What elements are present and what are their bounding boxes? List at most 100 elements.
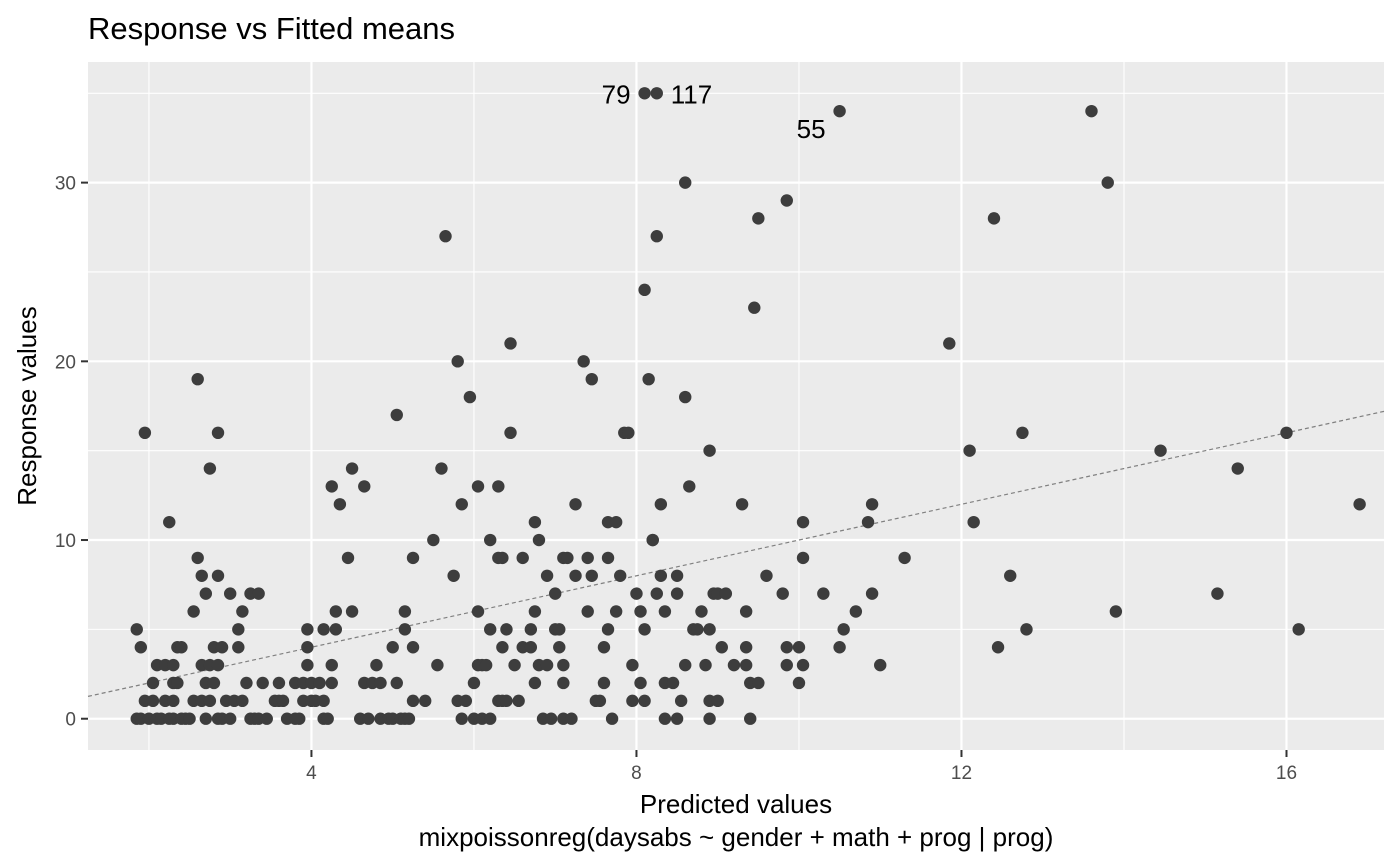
data-point xyxy=(703,444,716,457)
data-point xyxy=(524,623,538,636)
data-point xyxy=(386,641,399,654)
data-point xyxy=(317,623,330,636)
data-point xyxy=(865,498,879,511)
data-point xyxy=(581,551,594,565)
data-point xyxy=(943,337,956,350)
data-point xyxy=(325,658,338,672)
data-point xyxy=(849,605,863,618)
data-point xyxy=(504,426,517,440)
data-point xyxy=(739,641,753,654)
x-tick-label: 8 xyxy=(631,763,642,784)
data-point xyxy=(362,712,375,725)
data-point xyxy=(666,676,680,690)
data-point xyxy=(1109,605,1123,618)
data-point xyxy=(528,676,542,690)
data-point xyxy=(301,641,314,654)
data-point xyxy=(577,355,590,368)
data-point xyxy=(496,551,509,565)
data-point xyxy=(874,658,887,672)
data-point xyxy=(508,658,521,672)
data-point xyxy=(609,515,623,529)
data-point xyxy=(471,480,485,493)
data-point xyxy=(792,641,806,654)
data-point xyxy=(642,372,655,386)
data-point xyxy=(752,676,765,690)
data-point xyxy=(207,676,221,690)
data-point xyxy=(614,569,627,582)
data-point xyxy=(987,212,1001,225)
data-point xyxy=(991,641,1005,654)
data-point xyxy=(735,498,749,511)
data-point xyxy=(703,623,716,636)
data-point xyxy=(658,605,672,618)
data-point xyxy=(240,676,253,690)
data-point xyxy=(638,623,651,636)
point-annotations: 79 117 55 xyxy=(602,79,826,144)
data-point xyxy=(447,569,460,582)
data-point xyxy=(215,641,229,654)
data-point xyxy=(898,551,911,565)
data-point xyxy=(744,712,757,725)
data-point xyxy=(601,551,615,565)
data-point xyxy=(398,605,412,618)
data-point xyxy=(463,390,477,404)
data-point xyxy=(776,587,789,600)
grid-major xyxy=(88,62,1384,750)
data-point xyxy=(963,444,976,457)
data-point xyxy=(540,658,554,672)
data-point xyxy=(500,623,513,636)
data-point xyxy=(232,641,245,654)
data-point xyxy=(146,694,160,708)
data-point xyxy=(236,605,249,618)
data-point xyxy=(175,641,188,654)
data-point xyxy=(1020,623,1033,636)
data-point xyxy=(561,551,574,565)
data-point xyxy=(484,533,497,547)
data-point xyxy=(256,676,269,690)
annotation-label: 117 xyxy=(671,79,712,109)
data-point xyxy=(553,623,566,636)
data-point xyxy=(191,551,204,565)
data-point xyxy=(703,712,716,725)
data-point xyxy=(138,426,152,440)
data-point xyxy=(837,623,850,636)
data-point xyxy=(329,605,343,618)
data-point xyxy=(455,712,468,725)
data-point xyxy=(333,498,347,511)
data-point xyxy=(528,515,542,529)
data-point xyxy=(634,605,647,618)
data-point xyxy=(496,641,509,654)
data-point xyxy=(528,605,542,618)
data-point xyxy=(796,551,810,565)
data-point xyxy=(451,355,464,368)
data-point xyxy=(195,569,208,582)
data-point xyxy=(146,676,160,690)
data-point xyxy=(670,569,684,582)
data-point xyxy=(833,104,846,118)
data-point xyxy=(650,87,663,100)
data-point xyxy=(638,283,651,297)
y-tick-label: 10 xyxy=(55,531,76,552)
data-point xyxy=(419,694,432,708)
data-point xyxy=(674,694,688,708)
y-axis-title: Response values xyxy=(12,306,42,505)
data-point xyxy=(719,587,733,600)
data-point xyxy=(780,658,793,672)
data-point xyxy=(967,515,980,529)
data-point xyxy=(163,515,176,529)
data-point xyxy=(276,694,290,708)
data-point xyxy=(650,587,663,600)
data-point xyxy=(792,676,806,690)
data-point xyxy=(171,676,184,690)
data-point xyxy=(1085,104,1098,118)
data-point xyxy=(167,658,180,672)
data-point xyxy=(199,587,213,600)
data-point xyxy=(569,569,582,582)
data-point xyxy=(679,176,692,189)
data-point xyxy=(540,569,554,582)
data-point xyxy=(833,641,846,654)
data-point xyxy=(609,605,623,618)
data-point xyxy=(699,658,712,672)
data-point xyxy=(459,694,473,708)
